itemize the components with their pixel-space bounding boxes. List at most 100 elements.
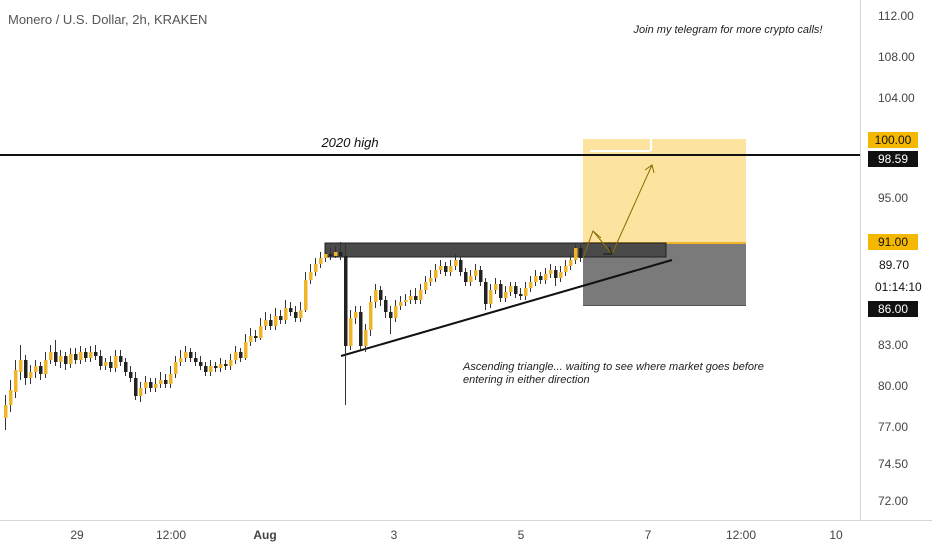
candle-body: [169, 374, 173, 384]
candle-body: [9, 390, 13, 405]
candle-body: [89, 352, 93, 358]
candle-body: [49, 352, 53, 360]
chart-title: Monero / U.S. Dollar, 2h, KRAKEN: [8, 12, 207, 27]
candle-body: [489, 290, 493, 304]
label-100: 100.00: [875, 133, 912, 147]
candle-body: [279, 316, 283, 320]
candle-body: [59, 356, 63, 362]
candle-body: [214, 366, 218, 368]
candle-body: [259, 326, 263, 338]
candle-body: [394, 306, 398, 318]
candle-body: [234, 352, 238, 360]
label-86-bg: [868, 301, 918, 317]
time-tick-label: 5: [518, 528, 525, 542]
label-86: 86.00: [878, 302, 908, 316]
candle-body: [239, 352, 243, 358]
price-tick-label: 77.00: [878, 420, 908, 434]
candle-body: [574, 248, 578, 260]
triangle-resistance-box: [324, 242, 667, 258]
candle-body: [539, 276, 543, 280]
candle-body: [254, 336, 258, 338]
price-axis[interactable]: 112.00 108.00 104.00 95.00 83.00 80.00 7…: [878, 9, 915, 508]
candle-body: [579, 248, 583, 258]
candle-body: [249, 336, 253, 342]
time-tick-label: 29: [70, 528, 84, 542]
label-91: 91.00: [878, 235, 908, 249]
candle-body: [474, 270, 478, 276]
candle-body: [264, 320, 268, 326]
price-tick-label: 83.00: [878, 338, 908, 352]
projection-arrow-mid: [592, 230, 602, 239]
time-axis[interactable]: 29 12:00 Aug 3 5 7 12:00 10: [70, 528, 843, 542]
candle-body: [494, 284, 498, 290]
telegram-note: Join my telegram for more crypto calls!: [633, 24, 823, 36]
label-89-70: 89.70: [879, 258, 909, 272]
triangle-support-line: [340, 259, 673, 357]
candle-body: [529, 282, 533, 288]
candle-body: [194, 358, 198, 362]
label-98-59: 98.59: [878, 152, 908, 166]
candle-body: [424, 282, 428, 290]
candle-body: [229, 360, 233, 366]
candle-body: [364, 330, 368, 346]
candle-body: [4, 405, 8, 418]
candle-body: [204, 366, 208, 372]
projection-arrowhead-down: [603, 246, 613, 255]
candle-body: [429, 278, 433, 282]
projection-arrowhead-up: [644, 164, 655, 174]
price-tick-label: 95.00: [878, 191, 908, 205]
candle-body: [304, 280, 308, 310]
candle-body: [374, 290, 378, 302]
candle-body: [434, 270, 438, 278]
candle-body: [164, 380, 168, 384]
candle-body: [284, 308, 288, 320]
candle-body: [319, 258, 323, 264]
candle-body: [409, 296, 413, 300]
candle-body: [29, 372, 33, 378]
candle-body: [69, 354, 73, 364]
candle-body: [64, 356, 68, 364]
candle-body: [454, 260, 458, 266]
price-tick-label: 112.00: [878, 9, 914, 23]
time-tick-label: 3: [391, 528, 398, 542]
candle-body: [564, 266, 568, 272]
candle-body: [139, 388, 143, 396]
candle-body: [524, 288, 528, 296]
candle-body: [369, 302, 373, 330]
candle-body: [244, 342, 248, 358]
candle-body: [154, 384, 158, 388]
time-tick-label: 7: [645, 528, 652, 542]
time-tick-label: 12:00: [156, 528, 186, 542]
candle-body: [519, 294, 523, 296]
candle-body: [299, 310, 303, 318]
candle-body: [119, 356, 123, 362]
candle-body: [94, 352, 98, 356]
target-zone: [583, 139, 746, 243]
candle-body: [294, 312, 298, 318]
time-tick-label: Aug: [253, 528, 276, 542]
candle-body: [79, 352, 83, 360]
candle-body: [179, 358, 183, 362]
candle-body: [344, 256, 348, 346]
candle-body: [469, 276, 473, 282]
triangle-note-line1: Ascending triangle... waiting to see whe…: [462, 361, 764, 373]
candle-body: [504, 292, 508, 298]
candle-body: [334, 252, 338, 256]
high-label: 2020 high: [320, 135, 378, 150]
countdown-timer: 01:14:10: [875, 280, 922, 294]
time-tick-label: 12:00: [726, 528, 756, 542]
candle-body: [74, 354, 78, 360]
candle-body: [459, 260, 463, 272]
candle-body: [384, 300, 388, 312]
candle-body: [34, 366, 38, 372]
candle-body: [44, 360, 48, 374]
candle-body: [509, 286, 513, 292]
candle-body: [109, 362, 113, 368]
candle-body: [39, 366, 43, 374]
label-91-bg: [868, 234, 918, 250]
candle-body: [144, 382, 148, 388]
candle-body: [569, 260, 573, 266]
candle-body: [359, 312, 363, 346]
